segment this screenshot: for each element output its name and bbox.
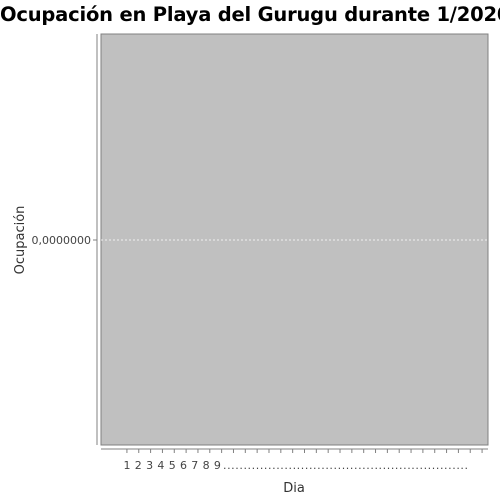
- x-tick-label: 8: [203, 459, 210, 472]
- x-tick-label: 5: [169, 459, 176, 472]
- plot-background: [100, 33, 489, 446]
- x-tick-labels-truncated: ........................................…: [223, 459, 468, 472]
- x-tick-label: 6: [180, 459, 187, 472]
- y-tick-label: 0,0000000: [32, 234, 92, 247]
- y-axis-label: Ocupación: [13, 206, 28, 275]
- x-tick-label: 2: [135, 459, 142, 472]
- x-tick-label: 4: [157, 459, 164, 472]
- x-axis-label: Dia: [283, 481, 305, 496]
- x-tick-label: 3: [146, 459, 153, 472]
- chart-title: Ocupación en Playa del Gurugu durante 1/…: [0, 3, 500, 26]
- x-tick-label: 7: [191, 459, 198, 472]
- x-tick-label: 9: [214, 459, 221, 472]
- x-tick-label: 1: [124, 459, 131, 472]
